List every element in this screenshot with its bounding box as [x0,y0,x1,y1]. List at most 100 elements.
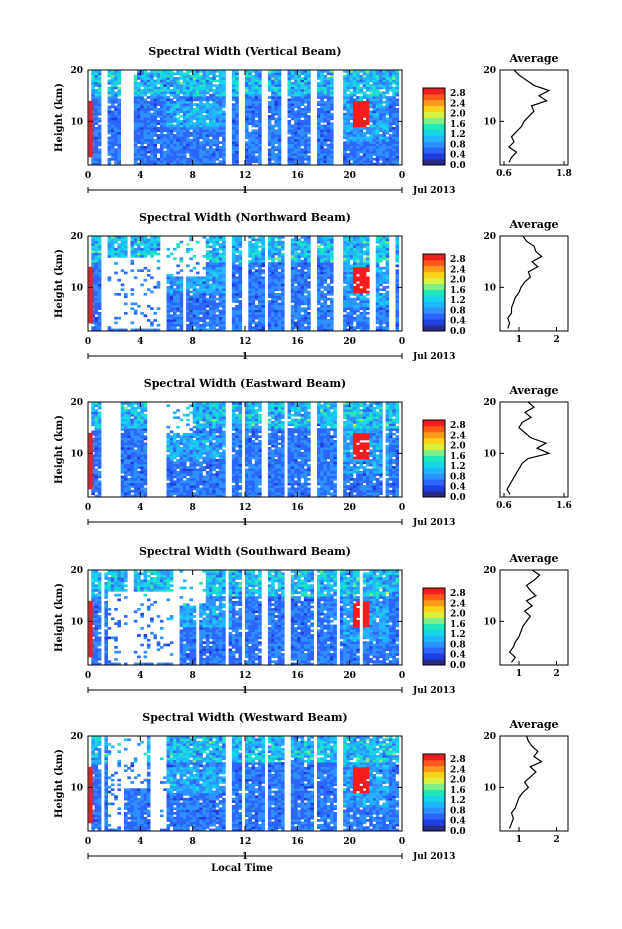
heatmap-cell [320,91,324,95]
heatmap-cell [215,250,220,253]
heatmap-cell [251,96,256,99]
heatmap-cell [91,74,95,78]
heatmap-cell [192,157,197,161]
heatmap-cell [189,236,193,239]
heatmap-cell [359,157,364,161]
heatmap-cell [379,81,383,85]
heatmap-cell [94,262,99,265]
heatmap-cell [176,93,180,97]
heatmap-cell [294,300,298,303]
heatmap-cell [258,89,262,92]
heatmap-cell [258,103,262,106]
heatmap-cell [117,112,121,116]
heatmap-cell [274,148,278,152]
heatmap-cell [212,141,216,144]
heatmap-cell [320,266,324,270]
heatmap-cell [186,281,190,284]
heatmap-cell [91,119,95,123]
heatmap-cell [349,257,354,261]
heatmap-cell [176,131,180,135]
heatmap-cell [281,281,285,284]
heatmap-cell [375,278,380,282]
x-tick-label: 12 [239,171,252,181]
heatmap-cell [176,91,180,95]
heatmap-cell [209,271,213,275]
heatmap-cell [297,326,301,329]
heatmap-cell [294,323,298,327]
heatmap-cell [173,257,177,261]
heatmap-cell [349,93,354,97]
heatmap-cell [294,155,298,159]
heatmap-cell [166,81,171,85]
heatmap-cell [290,81,295,85]
heatmap-cell [133,243,138,246]
heatmap-cell [231,138,236,142]
heatmap-cell [146,304,151,308]
heatmap-cell [254,250,259,253]
heatmap-cell [349,79,354,83]
heatmap-cell [379,240,383,244]
heatmap-cell [248,293,252,296]
heatmap-cell [382,302,386,306]
heatmap-cell [130,255,135,258]
heatmap-cell [107,150,112,154]
heatmap-cell [205,276,210,280]
heatmap-cell [166,77,171,80]
heatmap-cell [91,141,95,144]
heatmap-cell [235,309,239,313]
heatmap-cell [300,297,305,301]
heatmap-cell [307,243,311,246]
heatmap-cell [330,328,334,332]
heatmap-cell [245,146,249,149]
heatmap-cell [231,89,236,92]
heatmap-cell [271,117,275,121]
heatmap-cell [330,150,334,154]
heatmap-cell [254,81,259,85]
heatmap-cell [205,143,210,147]
heatmap-cell [362,243,367,246]
heatmap-cell [317,103,321,106]
heatmap-cell [179,74,184,78]
heatmap-cell [97,110,102,114]
heatmap-cell [218,259,223,263]
heatmap-cell [254,141,259,144]
heatmap-cell [320,250,324,253]
heatmap-cell [375,100,380,104]
heatmap-cell [274,160,278,163]
heatmap-cell [297,91,301,95]
heatmap-cell [235,236,239,239]
heatmap-cell [97,278,102,282]
heatmap-cell [173,297,177,301]
x-tick-label: 8 [190,171,196,181]
heatmap-cell [235,255,239,258]
heatmap-cell [271,269,275,272]
heatmap-cell [317,119,321,123]
heatmap-cell [352,146,357,149]
heatmap-cell [195,143,200,147]
heatmap-cell [251,271,256,275]
heatmap-cell [267,79,272,83]
heatmap-cell [231,307,236,310]
heatmap-cell [388,153,393,156]
heatmap-cell [359,250,364,253]
heatmap-cell [160,110,164,114]
heatmap-cell [294,79,298,83]
heatmap-cell [199,293,203,296]
heatmap-cell [199,89,203,92]
heatmap-cell [91,148,95,152]
heatmap-cell [375,93,380,97]
heatmap-cell [261,238,265,242]
heatmap-cell [349,240,354,244]
heatmap-cell [215,266,220,270]
heatmap-cell [267,281,272,284]
heatmap-cell [199,319,203,322]
heatmap-cell [179,269,184,272]
heatmap-cell [382,143,386,147]
heatmap-cell [307,314,311,318]
heatmap-cell [189,119,193,123]
heatmap-cell [330,245,334,249]
heatmap-cell [238,304,243,308]
heatmap-cell [362,72,367,76]
heatmap-cell [199,96,203,99]
heatmap-cell [271,307,275,310]
